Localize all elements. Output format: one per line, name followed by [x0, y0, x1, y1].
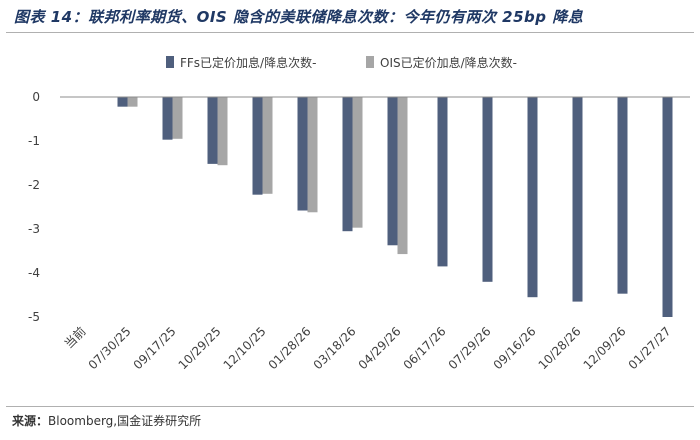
- legend-swatch-ois: [366, 56, 374, 68]
- bar-ffs: [662, 97, 673, 317]
- bar-ffs: [207, 97, 218, 164]
- bar-ffs: [527, 97, 538, 298]
- bar-ois: [397, 97, 408, 255]
- bar-ffs: [297, 97, 308, 211]
- y-tick-label: 0: [32, 90, 40, 104]
- x-tick-label: 03/18/26: [311, 324, 359, 372]
- source-note: 来源：Bloomberg,国金证券研究所: [12, 412, 201, 429]
- x-tick-label: 12/10/25: [221, 324, 269, 372]
- bar-ffs: [117, 97, 128, 107]
- x-tick-label: 09/16/26: [491, 324, 539, 372]
- x-tick-label: 06/17/26: [401, 324, 449, 372]
- legend-label-ois: OIS已定价加息/降息次数-: [380, 55, 517, 70]
- title-divider: [6, 32, 694, 33]
- bar-chart: FFs已定价加息/降息次数- OIS已定价加息/降息次数- 0 -1 -2 -3 -4 -5 当…: [28, 55, 690, 372]
- bar-ffs: [387, 97, 398, 246]
- x-tick-label: 12/09/26: [581, 324, 629, 372]
- legend-label-ffs: FFs已定价加息/降息次数-: [180, 55, 316, 70]
- bar-ffs: [617, 97, 628, 294]
- x-tick-label: 当前: [61, 324, 89, 352]
- bar-ois: [262, 97, 273, 194]
- bar-ois: [307, 97, 318, 213]
- bar-ffs: [482, 97, 493, 282]
- x-tick-label: 04/29/26: [356, 324, 404, 372]
- bar-ffs: [572, 97, 583, 302]
- bar-ois: [127, 97, 138, 107]
- x-tick-label: 09/17/25: [131, 324, 179, 372]
- source-label: 来源：: [12, 414, 49, 428]
- source-text: Bloomberg,国金证券研究所: [48, 414, 202, 428]
- x-tick-label: 01/27/27: [626, 324, 674, 372]
- source-divider: [6, 406, 694, 407]
- bar-ois: [172, 97, 183, 139]
- x-tick-label: 07/30/25: [86, 324, 134, 372]
- y-tick-label: -4: [28, 266, 40, 280]
- legend-swatch-ffs: [166, 56, 174, 68]
- y-tick-label: -5: [28, 310, 40, 324]
- y-tick-label: -3: [28, 222, 40, 236]
- bar-ffs: [342, 97, 353, 232]
- bar-ffs: [162, 97, 173, 140]
- chart-title: 图表 14：联邦利率期货、OIS 隐含的美联储降息次数：今年仍有两次 25bp …: [14, 8, 584, 26]
- y-tick-label: -2: [28, 178, 40, 192]
- x-tick-label: 10/29/25: [176, 324, 224, 372]
- x-tick-label: 10/28/26: [536, 324, 584, 372]
- bar-ois: [217, 97, 228, 166]
- bar-ffs: [437, 97, 448, 267]
- x-tick-label: 01/28/26: [266, 324, 314, 372]
- bar-ffs: [252, 97, 263, 195]
- y-tick-label: -1: [28, 134, 40, 148]
- bar-ois: [352, 97, 363, 228]
- x-tick-label: 07/29/26: [446, 324, 494, 372]
